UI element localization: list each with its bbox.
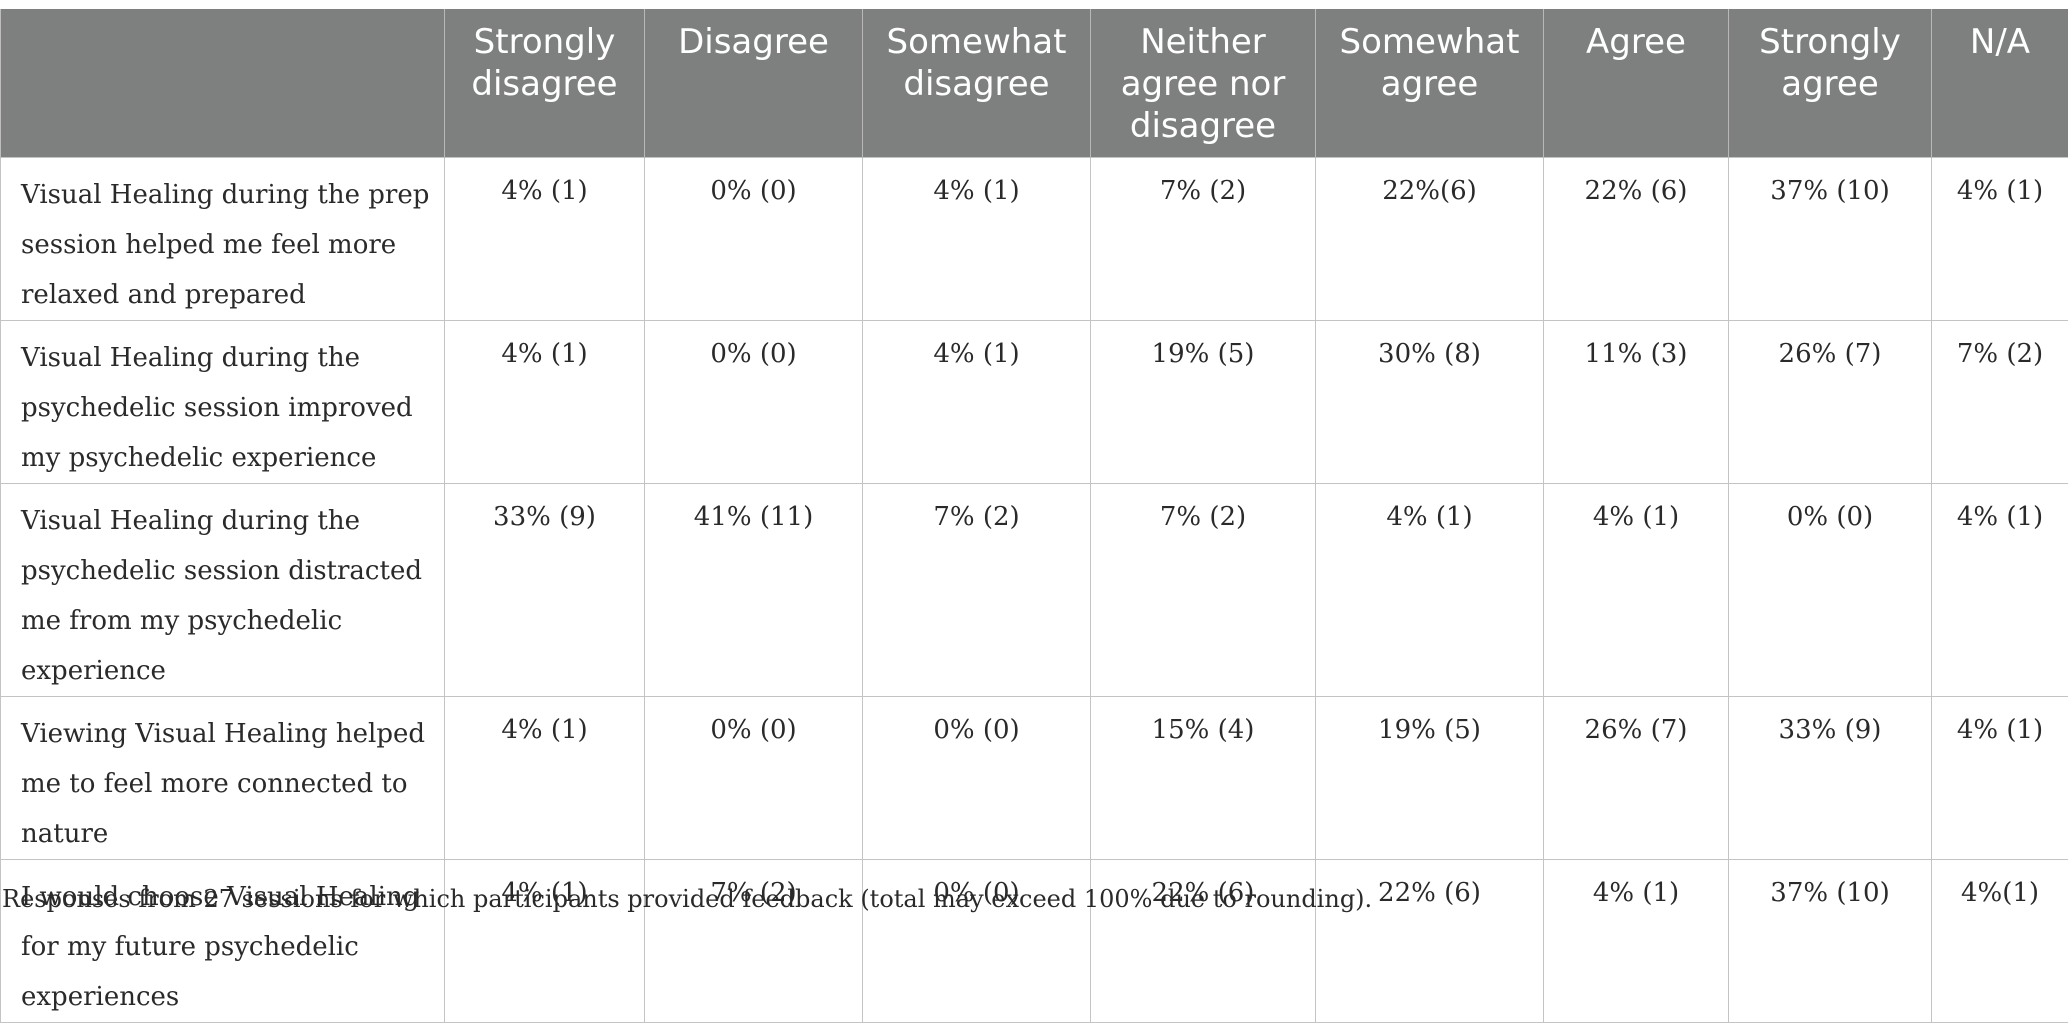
cell-disagree: 7% (2) <box>645 859 863 1022</box>
cell-disagree: 41% (11) <box>645 483 863 696</box>
header-na: N/A <box>1932 9 2068 157</box>
cell-na: 4%(1) <box>1932 859 2068 1022</box>
cell-agree: 26% (7) <box>1544 696 1729 859</box>
cell-somewhat-disagree: 0% (0) <box>863 859 1091 1022</box>
cell-somewhat-agree: 4% (1) <box>1316 483 1544 696</box>
cell-agree: 4% (1) <box>1544 483 1729 696</box>
survey-results-table: Strongly disagree Disagree Somewhat disa… <box>0 9 2068 1023</box>
cell-somewhat-disagree: 4% (1) <box>863 157 1091 320</box>
cell-somewhat-agree: 22% (6) <box>1316 859 1544 1022</box>
cell-somewhat-agree: 19% (5) <box>1316 696 1544 859</box>
cell-na: 7% (2) <box>1932 320 2068 483</box>
cell-neither: 22% (6) <box>1091 859 1316 1022</box>
cell-disagree: 0% (0) <box>645 157 863 320</box>
header-somewhat-agree: Somewhat agree <box>1316 9 1544 157</box>
header-row: Strongly disagree Disagree Somewhat disa… <box>1 9 2068 157</box>
header-strongly-agree: Strongly agree <box>1729 9 1932 157</box>
cell-na: 4% (1) <box>1932 483 2068 696</box>
table-row: Visual Healing during the psychedelic se… <box>1 483 2068 696</box>
cell-strongly-agree: 0% (0) <box>1729 483 1932 696</box>
cell-somewhat-agree: 30% (8) <box>1316 320 1544 483</box>
row-label: Viewing Visual Healing helped me to feel… <box>1 696 445 859</box>
cell-strongly-disagree: 4% (1) <box>445 859 645 1022</box>
table-footnote: Responses from 27 sessions for which par… <box>2 885 1372 913</box>
survey-table-container: Strongly disagree Disagree Somewhat disa… <box>0 9 2068 1023</box>
cell-strongly-agree: 37% (10) <box>1729 157 1932 320</box>
cell-disagree: 0% (0) <box>645 696 863 859</box>
cell-somewhat-disagree: 4% (1) <box>863 320 1091 483</box>
cell-strongly-disagree: 4% (1) <box>445 157 645 320</box>
cell-strongly-disagree: 4% (1) <box>445 320 645 483</box>
cell-disagree: 0% (0) <box>645 320 863 483</box>
cell-na: 4% (1) <box>1932 696 2068 859</box>
row-label: Visual Healing during the prep session h… <box>1 157 445 320</box>
cell-somewhat-agree: 22%(6) <box>1316 157 1544 320</box>
cell-somewhat-disagree: 0% (0) <box>863 696 1091 859</box>
cell-agree: 4% (1) <box>1544 859 1729 1022</box>
cell-strongly-agree: 37% (10) <box>1729 859 1932 1022</box>
table-row: Viewing Visual Healing helped me to feel… <box>1 696 2068 859</box>
cell-strongly-agree: 26% (7) <box>1729 320 1932 483</box>
header-empty <box>1 9 445 157</box>
header-disagree: Disagree <box>645 9 863 157</box>
cell-neither: 7% (2) <box>1091 157 1316 320</box>
row-label: Visual Healing during the psychedelic se… <box>1 320 445 483</box>
cell-agree: 22% (6) <box>1544 157 1729 320</box>
header-somewhat-disagree: Somewhat disagree <box>863 9 1091 157</box>
cell-neither: 19% (5) <box>1091 320 1316 483</box>
cell-strongly-agree: 33% (9) <box>1729 696 1932 859</box>
table-row: Visual Healing during the prep session h… <box>1 157 2068 320</box>
cell-somewhat-disagree: 7% (2) <box>863 483 1091 696</box>
row-label: Visual Healing during the psychedelic se… <box>1 483 445 696</box>
cell-strongly-disagree: 33% (9) <box>445 483 645 696</box>
row-label: I would choose Visual Healing for my fut… <box>1 859 445 1022</box>
cell-neither: 7% (2) <box>1091 483 1316 696</box>
cell-neither: 15% (4) <box>1091 696 1316 859</box>
table-row: Visual Healing during the psychedelic se… <box>1 320 2068 483</box>
header-agree: Agree <box>1544 9 1729 157</box>
cell-agree: 11% (3) <box>1544 320 1729 483</box>
header-neither: Neither agree nor disagree <box>1091 9 1316 157</box>
table-row: I would choose Visual Healing for my fut… <box>1 859 2068 1022</box>
cell-strongly-disagree: 4% (1) <box>445 696 645 859</box>
header-strongly-disagree: Strongly disagree <box>445 9 645 157</box>
cell-na: 4% (1) <box>1932 157 2068 320</box>
